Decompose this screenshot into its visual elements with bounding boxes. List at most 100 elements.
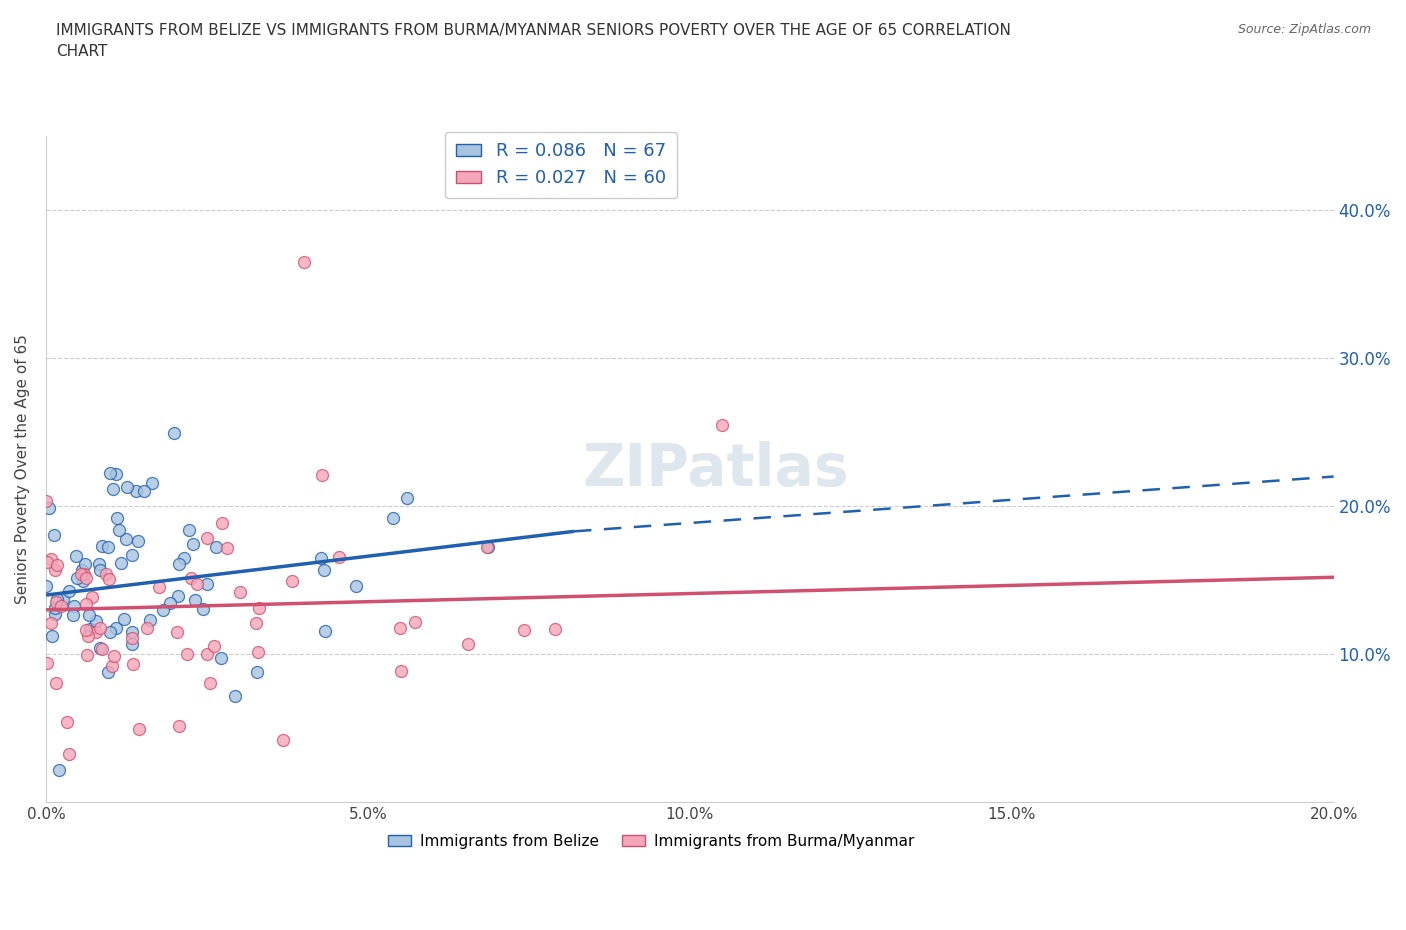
Point (229, 585, 252, 600)
Point (77, 608, 100, 623)
Point (58, 584, 80, 599)
Point (388, 620, 411, 635)
Point (167, 719, 190, 734)
Point (544, 622, 567, 637)
Point (195, 577, 218, 591)
Point (104, 467, 127, 482)
Point (148, 579, 170, 594)
Point (104, 620, 127, 635)
Point (101, 658, 124, 673)
Point (44, 676, 66, 691)
Point (179, 523, 201, 538)
Point (292, 254, 315, 269)
Point (98, 625, 121, 640)
Point (711, 418, 734, 432)
Point (35, 578, 58, 593)
Point (121, 547, 143, 562)
Point (309, 551, 332, 565)
Point (49, 599, 72, 614)
Point (134, 484, 156, 498)
Point (96, 566, 118, 581)
Point (46, 557, 69, 572)
Point (115, 480, 138, 495)
Point (90, 538, 112, 553)
Point (79, 621, 101, 636)
Point (139, 613, 162, 628)
Point (173, 551, 195, 565)
Point (246, 664, 269, 679)
Point (404, 615, 426, 630)
Point (181, 537, 204, 551)
Point (37, 656, 59, 671)
Point (51, 591, 73, 606)
Point (46, 591, 69, 606)
Point (70, 562, 93, 577)
Point (281, 574, 304, 589)
Point (204, 539, 226, 554)
Text: ZIPatlas: ZIPatlas (582, 441, 849, 498)
Point (121, 631, 143, 645)
Point (44, 601, 66, 616)
Point (163, 425, 186, 440)
Point (45, 594, 67, 609)
Point (80, 590, 103, 604)
Point (344, 579, 367, 594)
Point (73, 566, 96, 581)
Point (121, 657, 143, 671)
Point (246, 644, 269, 659)
Point (65, 548, 87, 563)
Point (89, 640, 111, 655)
Point (115, 531, 138, 546)
Point (477, 539, 499, 554)
Point (48, 763, 70, 777)
Point (103, 648, 125, 663)
Point (86, 614, 108, 629)
Point (42, 527, 65, 542)
Point (314, 623, 336, 638)
Point (198, 676, 221, 691)
Point (186, 577, 208, 591)
Point (141, 476, 163, 491)
Point (56, 715, 79, 730)
Point (75, 570, 97, 585)
Point (75, 596, 97, 611)
Point (39, 615, 62, 630)
Point (100, 465, 122, 480)
Point (191, 602, 214, 617)
Point (97, 539, 120, 554)
Text: IMMIGRANTS FROM BELIZE VS IMMIGRANTS FROM BURMA/MYANMAR SENIORS POVERTY OVER THE: IMMIGRANTS FROM BELIZE VS IMMIGRANTS FRO… (56, 23, 1011, 60)
Point (62, 598, 84, 613)
Point (382, 511, 405, 525)
Point (87, 557, 110, 572)
Point (197, 530, 219, 545)
Point (202, 639, 225, 654)
Point (159, 595, 181, 610)
Point (97, 572, 120, 587)
Point (224, 689, 246, 704)
Point (395, 490, 418, 505)
Point (328, 550, 350, 565)
Y-axis label: Seniors Poverty Over the Age of 65: Seniors Poverty Over the Age of 65 (15, 334, 30, 604)
Point (166, 589, 188, 604)
Point (41, 628, 63, 643)
Point (66, 571, 89, 586)
Point (58, 746, 80, 761)
Point (121, 625, 143, 640)
Point (89, 563, 111, 578)
Legend: Immigrants from Belize, Immigrants from Burma/Myanmar: Immigrants from Belize, Immigrants from … (382, 828, 921, 855)
Point (110, 556, 132, 571)
Point (72, 574, 94, 589)
Point (101, 482, 124, 497)
Point (97, 664, 120, 679)
Point (180, 570, 202, 585)
Point (167, 556, 190, 571)
Point (108, 523, 131, 538)
Point (35, 494, 58, 509)
Point (75, 556, 97, 571)
Point (89, 620, 111, 635)
Point (247, 601, 270, 616)
Point (312, 563, 335, 578)
Point (76, 648, 98, 663)
Text: Source: ZipAtlas.com: Source: ZipAtlas.com (1237, 23, 1371, 36)
Point (84, 625, 107, 640)
